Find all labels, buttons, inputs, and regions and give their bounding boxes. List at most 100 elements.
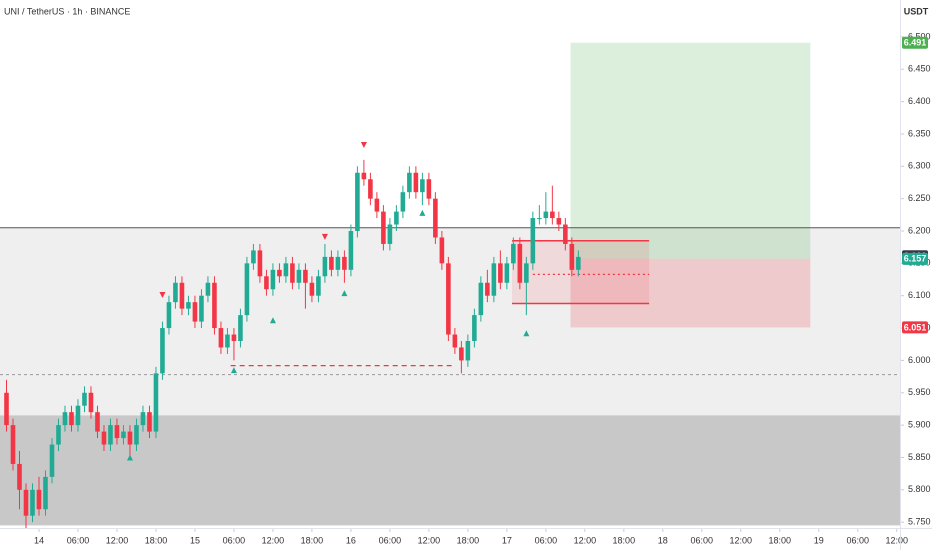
candle-body: [394, 211, 399, 225]
signal: [360, 141, 367, 148]
x-tick-label: 06:00: [846, 535, 869, 545]
candle-body: [43, 476, 48, 510]
x-tick-label: 06:00: [691, 535, 714, 545]
candle-body: [355, 172, 360, 231]
y-tick-label: 6.300: [908, 161, 931, 171]
candle-body: [101, 431, 107, 445]
candle-body: [316, 276, 321, 296]
candle-body: [407, 172, 412, 193]
price-tag-label: 6.157: [904, 254, 927, 264]
signal: [419, 209, 426, 216]
candle-body: [147, 412, 152, 432]
candle-body: [433, 198, 438, 238]
x-tick-label: 18:00: [301, 535, 324, 545]
candle-body: [478, 282, 484, 316]
candle-body: [303, 269, 308, 283]
candle-body: [576, 256, 581, 270]
target-zone: [570, 42, 811, 259]
candle-body: [277, 269, 282, 277]
candle-body: [153, 373, 159, 432]
candle-body: [563, 224, 568, 244]
x-tick-label: 18:00: [145, 535, 168, 545]
candle-body: [121, 431, 126, 439]
candle-body: [82, 392, 87, 406]
candle-body: [342, 256, 347, 270]
x-tick-label: 06:00: [535, 535, 558, 545]
x-tick-label: 14: [34, 535, 44, 545]
candle-body: [23, 489, 29, 516]
signal: [269, 317, 276, 324]
price-tag-label: 6.051: [904, 322, 927, 332]
candle-body: [504, 263, 510, 283]
x-tick-label: 17: [502, 535, 512, 545]
candle-body: [374, 198, 380, 212]
price-tag: [902, 321, 928, 334]
y-tick-label: 5.900: [908, 419, 931, 429]
candle-body: [244, 263, 250, 316]
candle-body: [127, 431, 133, 445]
candle-body: [413, 172, 419, 193]
candle-body: [251, 250, 256, 264]
currency: USDT: [904, 6, 929, 16]
signal: [321, 233, 328, 240]
candle-body: [199, 295, 204, 322]
candle-body: [485, 282, 490, 296]
x-tick-label: 18:00: [769, 535, 792, 545]
signal: [126, 454, 133, 461]
signal: [523, 330, 530, 337]
candle-body: [511, 243, 516, 264]
candle-body: [309, 282, 315, 296]
candle-body: [550, 211, 555, 219]
candle-body: [348, 231, 354, 270]
candle-body: [231, 334, 237, 341]
y-tick-label: 6.000: [908, 355, 931, 365]
price-tag: [902, 252, 928, 265]
candle-body: [452, 334, 458, 348]
candle-body: [56, 425, 61, 445]
stop-zone: [570, 258, 811, 328]
candle-body: [36, 489, 42, 510]
candle-body: [381, 211, 386, 244]
chart-title: UNI / TetherUS · 1h · BINANCE: [4, 6, 130, 16]
candle-body: [524, 263, 529, 283]
candle-body: [290, 263, 295, 283]
candle-body: [465, 341, 471, 361]
candle-body: [322, 256, 328, 277]
x-tick-label: 18: [658, 535, 668, 545]
price-tag-label: 6.491: [904, 38, 927, 48]
x-tick-label: 15: [190, 535, 200, 545]
candle-body: [17, 463, 22, 490]
y-tick-label: 6.450: [908, 64, 931, 74]
candle-body: [270, 269, 276, 290]
candle-body: [368, 179, 373, 199]
candle-body: [212, 282, 217, 329]
candle-body: [530, 218, 536, 264]
y-tick-label: 5.850: [908, 452, 931, 462]
candle-body: [140, 412, 146, 426]
candle-body: [49, 444, 55, 477]
candle-body: [283, 263, 289, 277]
candle-body: [225, 334, 230, 348]
candle-body: [257, 250, 263, 277]
x-tick-label: 12:00: [574, 535, 597, 545]
signal: [230, 367, 237, 374]
candle-body: [517, 243, 523, 283]
signal: [159, 292, 166, 299]
price-tag: [902, 36, 928, 49]
y-tick-label: 5.950: [908, 387, 931, 397]
candle-body: [569, 243, 575, 270]
x-tick-label: 12:00: [262, 535, 285, 545]
y-tick-label: 5.800: [908, 484, 931, 494]
candle-body: [537, 218, 542, 220]
candle-body: [238, 315, 243, 341]
candle-body: [420, 179, 425, 193]
x-tick-label: 12:00: [885, 535, 908, 545]
candle-body: [4, 392, 9, 426]
y-tick-label: 6.250: [908, 193, 931, 203]
candle-body: [192, 302, 198, 322]
candle-body: [30, 489, 35, 516]
x-tick-label: 18:00: [613, 535, 636, 545]
candle-body: [205, 282, 211, 296]
y-tick-label: 6.400: [908, 96, 931, 106]
x-tick-label: 19: [814, 535, 824, 545]
